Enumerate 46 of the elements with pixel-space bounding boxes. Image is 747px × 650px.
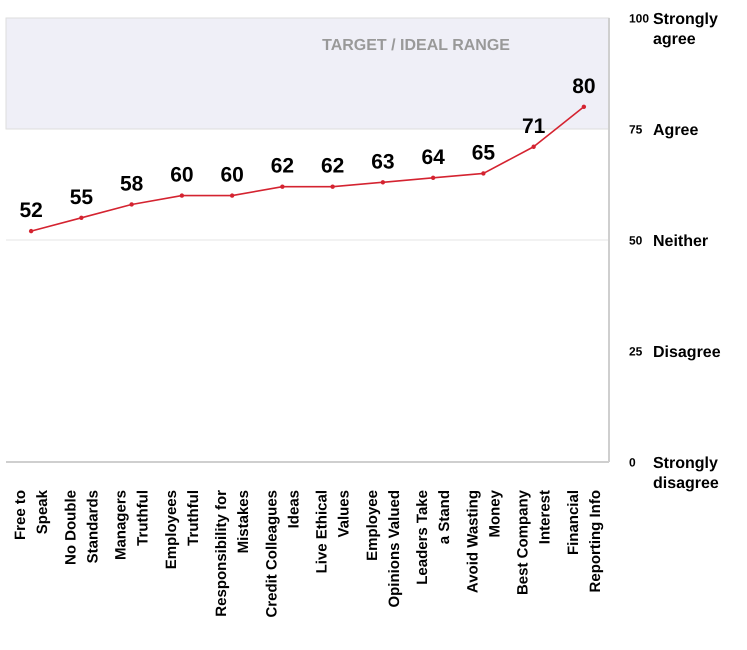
x-tick-label: Best Company Interest xyxy=(514,489,554,596)
point xyxy=(430,176,436,180)
text: Strongly agree xyxy=(653,11,718,48)
x-tick-label: Credit Colleagues Ideas xyxy=(263,490,302,618)
data-label: 60 xyxy=(220,164,244,187)
text: Agree xyxy=(653,122,698,139)
y-tick-label: 25 xyxy=(629,344,643,358)
data-label: 62 xyxy=(320,154,344,178)
x-tick-label: Employee Opinions Valued xyxy=(364,490,403,608)
text: Disagree xyxy=(653,344,721,361)
y-tick-label: 0 xyxy=(629,455,636,470)
y-tick-label: 50 xyxy=(629,233,643,248)
data-label: 80 xyxy=(572,74,596,98)
text: Strongly disagree xyxy=(653,455,719,492)
x-tick-label: Managers Truthful xyxy=(112,490,152,560)
point xyxy=(330,184,335,189)
x-tick-label: Responsibility for Mistakes xyxy=(213,490,252,617)
point xyxy=(129,202,134,207)
x-tick-label: Employees Truthful xyxy=(162,490,202,570)
x-tick-label: Free to Speak xyxy=(12,489,52,540)
point xyxy=(79,216,84,220)
point xyxy=(481,171,486,176)
point xyxy=(28,228,34,234)
data-label: 71 xyxy=(522,114,546,138)
band-label: TARGET / IDEAL RANGE xyxy=(322,37,510,54)
point xyxy=(180,193,184,198)
data-label: 63 xyxy=(371,150,395,174)
data-label: 52 xyxy=(19,199,43,222)
x-tick-label: No Double Standards xyxy=(62,490,102,565)
point xyxy=(531,144,536,149)
point xyxy=(280,184,285,189)
point xyxy=(582,104,586,109)
data-label: 65 xyxy=(472,141,496,164)
y-tick-label: 75 xyxy=(629,122,643,136)
text: Neither xyxy=(653,233,708,250)
data-label: 62 xyxy=(270,154,294,178)
data-label: 55 xyxy=(70,186,94,209)
x-tick-label: Financial Reporting Info xyxy=(564,490,604,592)
point xyxy=(230,193,234,198)
data-label: 58 xyxy=(120,172,144,196)
x-tick-label: Leaders Take a Stand xyxy=(414,490,454,585)
point xyxy=(380,180,386,184)
y-tick-label: 100 xyxy=(629,11,650,26)
x-tick-label: Live Ethical Values xyxy=(314,490,353,574)
data-label: 64 xyxy=(421,146,446,169)
data-label: 60 xyxy=(170,164,194,187)
